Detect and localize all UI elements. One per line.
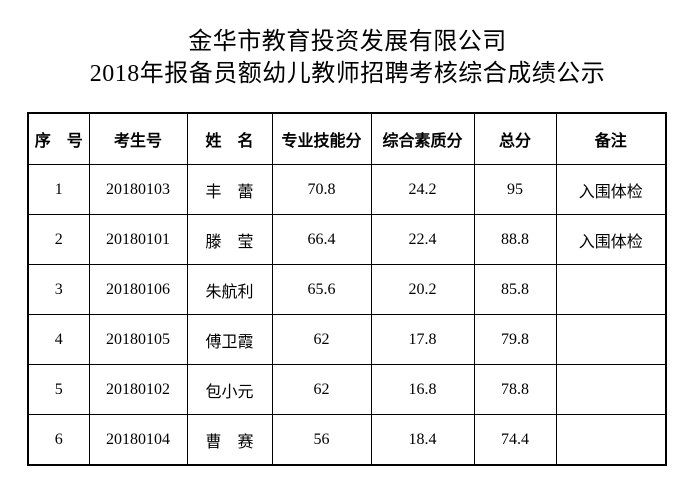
column-header: 总分 — [473, 112, 557, 165]
table-row: 1 20180103 丰 蕾 70.8 24.2 95 入围体检 — [27, 164, 667, 215]
column-header: 姓 名 — [186, 112, 273, 165]
table-cell: 入围体检 — [555, 164, 667, 215]
table-cell: 曹 赛 — [186, 414, 273, 466]
table-cell — [555, 314, 667, 365]
table-cell: 20180102 — [88, 364, 188, 415]
table-row: 2 20180101 滕 莹 66.4 22.4 88.8 入围体检 — [27, 214, 667, 265]
table-cell: 3 — [27, 264, 90, 315]
column-header: 综合素质分 — [370, 112, 475, 165]
table-row: 4 20180105 傅卫霞 62 17.8 79.8 — [27, 314, 667, 365]
table-cell: 朱航利 — [186, 264, 273, 315]
table-cell: 20180106 — [88, 264, 188, 315]
table-cell: 65.6 — [271, 264, 372, 315]
results-table: 序 号考生号姓 名专业技能分 综合素质分 总分 备注 1 20180103 丰 蕾 70.8… — [27, 112, 667, 466]
table-cell: 包小元 — [186, 364, 273, 415]
table-cell: 20180101 — [88, 214, 188, 265]
table-cell: 22.4 — [370, 214, 475, 265]
table-cell: 95 — [473, 164, 557, 215]
table-cell: 6 — [27, 414, 90, 466]
table-row: 6 20180104 曹 赛 56 18.4 74.4 — [27, 414, 667, 466]
table-cell: 56 — [271, 414, 372, 466]
table-cell: 入围体检 — [555, 214, 667, 265]
column-header: 专业技能分 — [271, 112, 372, 165]
column-header: 考生号 — [88, 112, 188, 165]
table-cell: 20180104 — [88, 414, 188, 466]
doc-title-company: 金华市教育投资发展有限公司 — [188, 29, 507, 55]
table-cell — [555, 414, 667, 466]
table-cell: 20180105 — [88, 314, 188, 365]
column-header: 备注 — [555, 112, 667, 165]
table-cell: 70.8 — [271, 164, 372, 215]
table-cell: 4 — [27, 314, 90, 365]
table-cell: 1 — [27, 164, 90, 215]
doc-title-announcement: 2018年报备员额幼儿教师招聘考核综合成绩公示 — [89, 61, 606, 87]
table-cell: 20180103 — [88, 164, 188, 215]
table-cell — [555, 364, 667, 415]
table-cell: 滕 莹 — [186, 214, 273, 265]
table-cell: 16.8 — [370, 364, 475, 415]
table-cell: 20.2 — [370, 264, 475, 315]
table-cell: 66.4 — [271, 214, 372, 265]
table-header-row: 序 号考生号姓 名专业技能分 综合素质分 总分 备注 — [27, 112, 667, 165]
document-header: 金华市教育投资发展有限公司 2018年报备员额幼儿教师招聘考核综合成绩公示 — [0, 0, 695, 90]
table-cell: 18.4 — [370, 414, 475, 466]
table-cell: 78.8 — [473, 364, 557, 415]
column-header: 序 号 — [27, 112, 90, 165]
table-cell: 24.2 — [370, 164, 475, 215]
table-cell: 丰 蕾 — [186, 164, 273, 215]
table-cell: 74.4 — [473, 414, 557, 466]
table-cell: 62 — [271, 314, 372, 365]
table-cell: 79.8 — [473, 314, 557, 365]
table-row: 3 20180106 朱航利 65.6 20.2 85.8 — [27, 264, 667, 315]
table-cell: 傅卫霞 — [186, 314, 273, 365]
table-cell: 5 — [27, 364, 90, 415]
table-row: 5 20180102 包小元 62 16.8 78.8 — [27, 364, 667, 415]
table-cell: 17.8 — [370, 314, 475, 365]
table-cell: 88.8 — [473, 214, 557, 265]
table-cell: 85.8 — [473, 264, 557, 315]
table-cell: 2 — [27, 214, 90, 265]
table-cell: 62 — [271, 364, 372, 415]
table-cell — [555, 264, 667, 315]
